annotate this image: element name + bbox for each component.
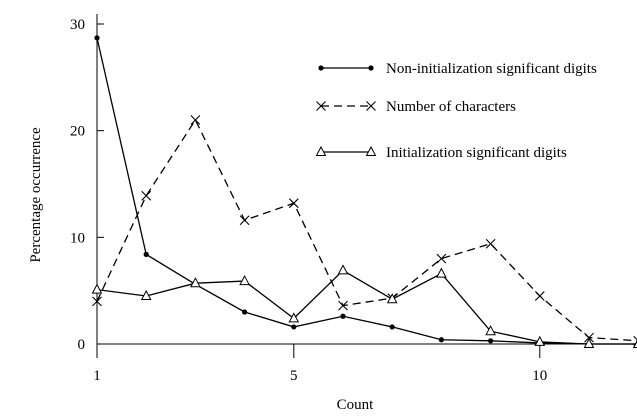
legend-marker <box>318 65 324 71</box>
data-point-non-initialization-digits <box>94 35 100 41</box>
data-point-number-of-characters <box>190 115 201 125</box>
data-point-non-initialization-digits <box>340 313 346 319</box>
x-axis-title: Count <box>337 397 375 413</box>
legend-item-non-initialization-digits: Non-initialization significant digits <box>318 61 597 77</box>
data-point-non-initialization-digits <box>389 324 395 330</box>
series-line-non-initialization-digits <box>96 37 637 345</box>
data-point-initialization-digits <box>140 289 152 300</box>
y-axis-title: Percentage occurrence <box>28 127 44 263</box>
series-initialization-digits <box>91 264 637 348</box>
data-point-non-initialization-digits <box>438 337 444 343</box>
legend-marker <box>366 101 376 111</box>
data-point-number-of-characters <box>338 300 348 311</box>
legend-marker <box>365 145 377 156</box>
data-point-initialization-digits <box>583 337 595 348</box>
series-line-initialization-digits <box>96 269 637 345</box>
data-point-initialization-digits <box>337 264 349 275</box>
data-point-non-initialization-digits <box>143 251 149 257</box>
legend-marker <box>316 101 326 111</box>
series-layer <box>91 35 637 348</box>
data-point-initialization-digits <box>386 293 398 304</box>
y-tick-label: 20 <box>70 124 85 140</box>
legend-marker <box>368 65 374 71</box>
series-non-initialization-digits <box>94 35 637 347</box>
x-tick-label: 1 <box>93 368 101 384</box>
x-tick-label: 5 <box>290 368 298 384</box>
legend-label: Initialization significant digits <box>386 145 567 161</box>
data-point-initialization-digits <box>632 340 637 348</box>
legend-label: Number of characters <box>386 99 516 115</box>
data-point-number-of-characters <box>485 238 496 249</box>
legend-marker <box>315 145 327 156</box>
data-point-non-initialization-digits <box>488 338 494 344</box>
axis-ticks: 0 10 20 30 1 5 10 <box>70 17 547 384</box>
data-point-number-of-characters <box>584 332 594 343</box>
legend: Non-initialization significant digits Num… <box>315 61 597 161</box>
data-point-number-of-characters <box>141 190 152 201</box>
legend-item-initialization-digits: Initialization significant digits <box>315 145 567 161</box>
y-tick-label: 10 <box>70 230 85 246</box>
data-point-number-of-characters <box>92 296 102 307</box>
series-number-of-characters <box>92 115 637 346</box>
data-point-number-of-characters <box>239 215 250 226</box>
data-point-non-initialization-digits <box>291 324 297 330</box>
data-point-number-of-characters <box>436 253 447 264</box>
legend-label: Non-initialization significant digits <box>386 61 597 77</box>
data-point-initialization-digits <box>190 277 201 288</box>
y-tick-label: 0 <box>78 337 86 353</box>
legend-item-number-of-characters: Number of characters <box>316 99 516 115</box>
data-point-initialization-digits <box>436 267 447 278</box>
series-line-number-of-characters <box>96 118 637 342</box>
data-point-non-initialization-digits <box>242 309 248 315</box>
data-point-initialization-digits <box>485 325 496 336</box>
x-tick-label: 10 <box>532 368 547 384</box>
data-point-initialization-digits <box>288 312 300 323</box>
data-point-number-of-characters <box>534 291 545 301</box>
data-point-initialization-digits <box>534 335 546 346</box>
data-point-initialization-digits <box>239 274 250 286</box>
data-point-initialization-digits <box>91 283 103 294</box>
y-tick-label: 30 <box>70 17 85 33</box>
data-point-number-of-characters <box>288 198 299 209</box>
